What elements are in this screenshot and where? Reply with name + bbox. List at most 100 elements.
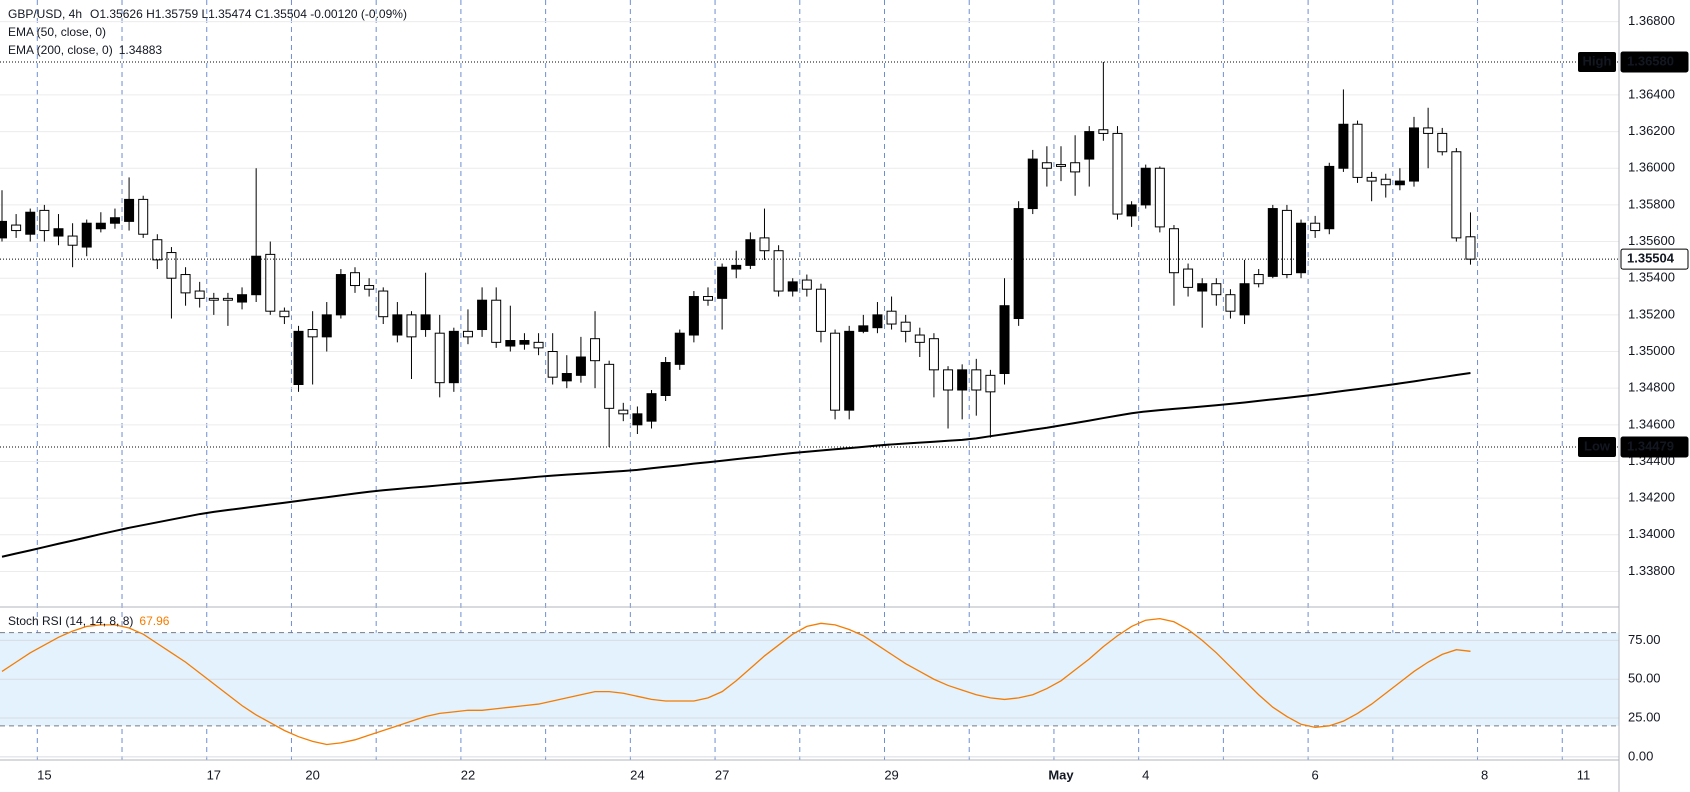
candle-body (152, 239, 163, 261)
candle-body (1140, 167, 1151, 206)
time-label: 6 (1312, 767, 1319, 782)
candle-body (674, 332, 685, 365)
candle-body (872, 314, 883, 329)
indicator-line (1, 617, 1471, 746)
candle-body (180, 274, 191, 294)
candle-body (11, 224, 22, 232)
stoch-name: Stoch RSI (14, 14, 8, 8) (8, 614, 133, 628)
candle-body (886, 310, 897, 325)
stoch-tick-label: 50.00 (1628, 671, 1661, 686)
grid-layer (0, 0, 1619, 760)
candle-body (208, 297, 219, 301)
candle-body (844, 330, 855, 411)
stoch-tick-label: 75.00 (1628, 632, 1661, 647)
marker-value: 1.36580 (1627, 53, 1674, 68)
price-tick-label: 1.36400 (1628, 86, 1675, 101)
marker-tag: Low (1584, 438, 1611, 453)
stoch-tick-label: 25.00 (1628, 709, 1661, 724)
candle-body (759, 237, 770, 252)
candle-body (462, 330, 473, 338)
candle-body (632, 413, 643, 426)
candle-body (533, 341, 544, 349)
candle-body (914, 334, 925, 343)
candle-body (1352, 123, 1363, 178)
candle-body (1112, 132, 1123, 215)
candle-body (138, 198, 149, 235)
candle-body (646, 393, 657, 422)
candle-body (519, 340, 530, 345)
candle-body (109, 217, 120, 224)
candle-body (448, 330, 459, 384)
candle-body (1451, 151, 1462, 239)
candle-body (25, 211, 36, 235)
candle-body (321, 314, 332, 338)
time-label: May (1048, 767, 1074, 782)
candle-body (1183, 268, 1194, 288)
price-tick-label: 1.36200 (1628, 123, 1675, 138)
candle-body (971, 369, 982, 391)
marker-value-box (1620, 436, 1689, 458)
candle-body (166, 252, 177, 279)
ema50-legend: EMA (50, close, 0) (8, 25, 106, 39)
ema200-name: EMA (200, close, 0) (8, 43, 113, 57)
candle-body (731, 264, 742, 270)
candle-body (293, 330, 304, 386)
candle-body (350, 272, 360, 287)
candle-body (1437, 132, 1448, 153)
symbol-header: GBP/USD, 4h O1.35626 H1.35759 L1.35474 C1… (8, 7, 407, 21)
time-label: 20 (305, 767, 319, 782)
candle-body (1394, 180, 1405, 186)
candle-body (1211, 283, 1222, 296)
candle-body (815, 288, 826, 332)
candle-body (335, 274, 346, 316)
candle-body (477, 299, 488, 331)
candle-body (618, 409, 629, 415)
price-tick-label: 1.35000 (1628, 343, 1675, 358)
candle-body (745, 239, 756, 266)
candle-body (378, 290, 389, 318)
candle-body (604, 363, 615, 409)
candle-body (943, 369, 954, 391)
price-tick-label: 1.36800 (1628, 13, 1675, 28)
candle-body (222, 297, 233, 301)
candle-body (1338, 123, 1349, 169)
time-label: 22 (461, 767, 475, 782)
candle-body (1154, 167, 1165, 228)
candle-body (1027, 158, 1038, 210)
candle-body (420, 314, 431, 331)
candle-body (194, 290, 205, 299)
marker-tag: High (1583, 53, 1612, 68)
candle-body (1041, 162, 1052, 169)
marker-value: 1.35504 (1627, 251, 1675, 266)
price-tick-label: 1.35800 (1628, 196, 1675, 211)
candle-body (928, 338, 939, 371)
candle-body (1225, 294, 1236, 312)
candle-body (1267, 208, 1278, 277)
candle-body (1197, 283, 1208, 292)
ohlc-stats: O1.35626 H1.35759 L1.35474 C1.35504 -0.0… (90, 7, 407, 21)
candle-body (1084, 131, 1095, 160)
stoch-value: 67.96 (139, 614, 169, 628)
candle-body (265, 253, 276, 312)
candle-body (999, 305, 1010, 375)
candle-body (1380, 178, 1391, 186)
candle-body (0, 220, 7, 239)
candle-body (53, 228, 64, 237)
time-label: 27 (715, 767, 729, 782)
marks-layer (0, 61, 1619, 746)
price-tick-label: 1.34200 (1628, 490, 1675, 505)
candle-body (1253, 274, 1264, 285)
candle-body (364, 285, 375, 290)
candle-body (688, 296, 699, 336)
marker-value-box (1620, 51, 1689, 73)
price-tick-label: 1.33800 (1628, 563, 1675, 578)
price-tick-label: 1.35400 (1628, 270, 1675, 285)
indicator-line (1, 371, 1471, 558)
candle-body (1239, 283, 1250, 316)
ema200-value: 1.34883 (119, 43, 163, 57)
ema200-legend: EMA (200, close, 0) 1.34883 (8, 43, 162, 57)
candle-body (900, 321, 911, 332)
candle-body (1409, 127, 1419, 182)
price-tick-label: 1.35200 (1628, 306, 1675, 321)
